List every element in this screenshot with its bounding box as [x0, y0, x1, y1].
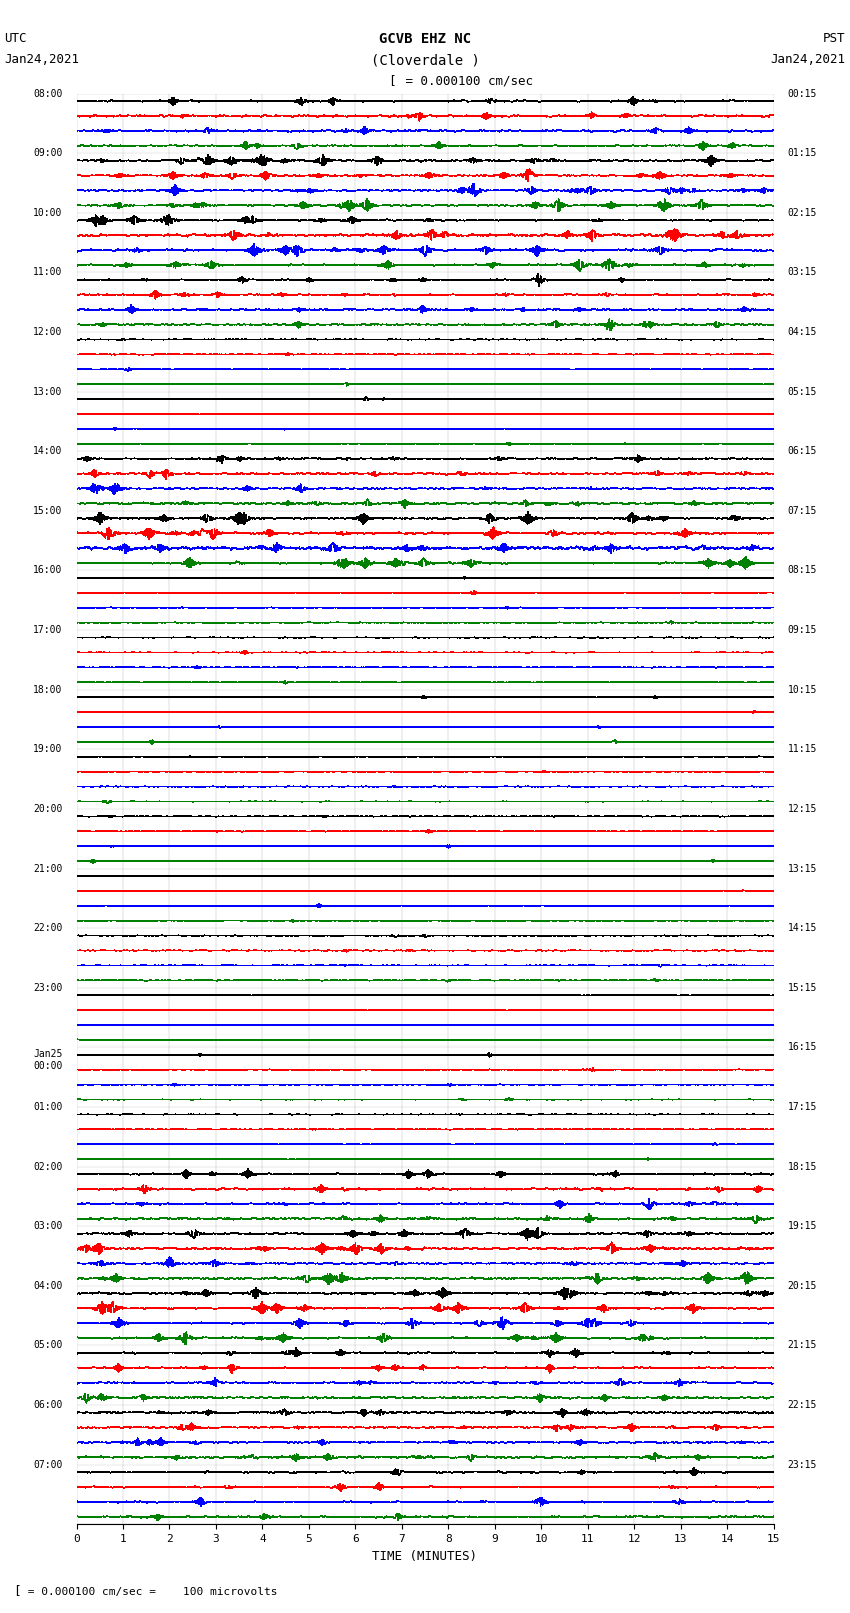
Text: 14:15: 14:15 — [787, 923, 817, 934]
Text: 07:15: 07:15 — [787, 506, 817, 516]
Text: 17:15: 17:15 — [787, 1102, 817, 1111]
Text: (Cloverdale ): (Cloverdale ) — [371, 53, 479, 68]
Text: 06:00: 06:00 — [33, 1400, 63, 1410]
Text: 23:00: 23:00 — [33, 982, 63, 992]
Text: 04:15: 04:15 — [787, 327, 817, 337]
Text: 02:00: 02:00 — [33, 1161, 63, 1171]
Text: 15:15: 15:15 — [787, 982, 817, 992]
Text: 03:00: 03:00 — [33, 1221, 63, 1231]
Text: 05:15: 05:15 — [787, 387, 817, 397]
Text: 18:15: 18:15 — [787, 1161, 817, 1171]
Text: 00:00: 00:00 — [33, 1061, 63, 1071]
Text: 12:00: 12:00 — [33, 327, 63, 337]
Text: 02:15: 02:15 — [787, 208, 817, 218]
Text: 12:15: 12:15 — [787, 803, 817, 815]
Text: Jan25: Jan25 — [33, 1048, 63, 1058]
Text: UTC: UTC — [4, 32, 26, 45]
Text: 17:00: 17:00 — [33, 626, 63, 636]
Text: 11:00: 11:00 — [33, 268, 63, 277]
Text: 16:15: 16:15 — [787, 1042, 817, 1052]
Text: 00:15: 00:15 — [787, 89, 817, 98]
Text: 20:00: 20:00 — [33, 803, 63, 815]
Text: 22:00: 22:00 — [33, 923, 63, 934]
Text: 19:15: 19:15 — [787, 1221, 817, 1231]
Text: 22:15: 22:15 — [787, 1400, 817, 1410]
Text: Jan24,2021: Jan24,2021 — [771, 53, 846, 66]
Text: GCVB EHZ NC: GCVB EHZ NC — [379, 32, 471, 47]
Text: PST: PST — [824, 32, 846, 45]
Text: [: [ — [388, 74, 395, 87]
Text: 01:15: 01:15 — [787, 148, 817, 158]
Text: 01:00: 01:00 — [33, 1102, 63, 1111]
Text: 21:15: 21:15 — [787, 1340, 817, 1350]
Text: = 0.000100 cm/sec =    100 microvolts: = 0.000100 cm/sec = 100 microvolts — [21, 1587, 278, 1597]
Text: 20:15: 20:15 — [787, 1281, 817, 1290]
Text: 09:15: 09:15 — [787, 626, 817, 636]
Text: 06:15: 06:15 — [787, 447, 817, 456]
Text: 16:00: 16:00 — [33, 566, 63, 576]
Text: [: [ — [13, 1584, 20, 1597]
Text: 10:00: 10:00 — [33, 208, 63, 218]
Text: 13:00: 13:00 — [33, 387, 63, 397]
Text: Jan24,2021: Jan24,2021 — [4, 53, 79, 66]
X-axis label: TIME (MINUTES): TIME (MINUTES) — [372, 1550, 478, 1563]
Text: 23:15: 23:15 — [787, 1460, 817, 1469]
Text: 05:00: 05:00 — [33, 1340, 63, 1350]
Text: 13:15: 13:15 — [787, 863, 817, 874]
Text: 11:15: 11:15 — [787, 744, 817, 755]
Text: 03:15: 03:15 — [787, 268, 817, 277]
Text: 07:00: 07:00 — [33, 1460, 63, 1469]
Text: = 0.000100 cm/sec: = 0.000100 cm/sec — [398, 74, 533, 87]
Text: 08:15: 08:15 — [787, 566, 817, 576]
Text: 14:00: 14:00 — [33, 447, 63, 456]
Text: 15:00: 15:00 — [33, 506, 63, 516]
Text: 19:00: 19:00 — [33, 744, 63, 755]
Text: 04:00: 04:00 — [33, 1281, 63, 1290]
Text: 10:15: 10:15 — [787, 684, 817, 695]
Text: 08:00: 08:00 — [33, 89, 63, 98]
Text: 09:00: 09:00 — [33, 148, 63, 158]
Text: 21:00: 21:00 — [33, 863, 63, 874]
Text: 18:00: 18:00 — [33, 684, 63, 695]
